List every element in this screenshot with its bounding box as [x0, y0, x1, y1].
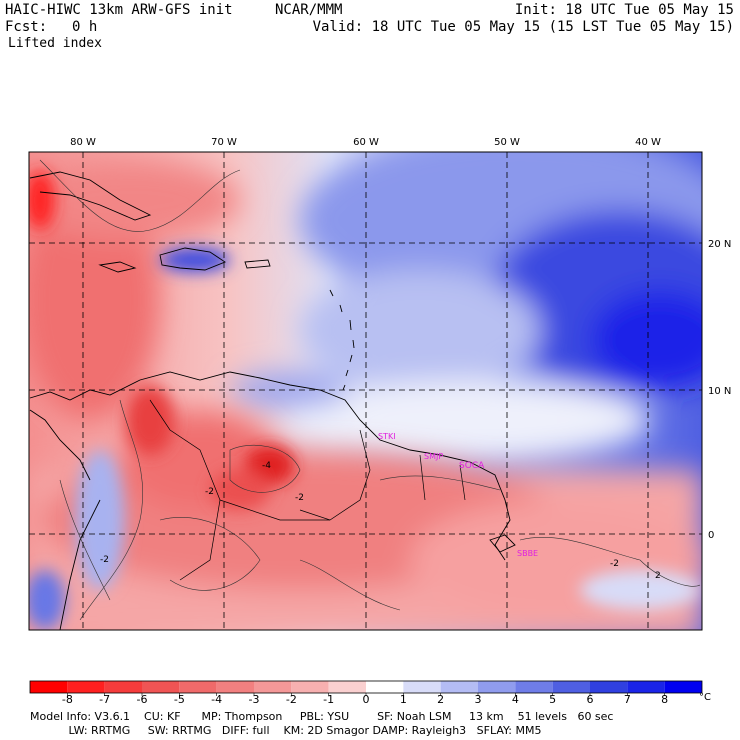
lat-label-0: 0: [708, 530, 714, 541]
colorbar-tick-label: 1: [399, 693, 407, 706]
contour-label: -2: [205, 487, 214, 497]
field-name: Lifted index: [8, 36, 102, 51]
contour-label: 2: [655, 571, 661, 581]
station-stki: STKI: [378, 432, 396, 441]
colorbar-swatch: [30, 681, 68, 693]
colorbar-swatch: [515, 681, 553, 693]
colorbar-tick-label: 3: [474, 693, 482, 706]
colorbar-tick-label: -2: [285, 693, 297, 706]
colorbar-tick-label: -1: [323, 693, 335, 706]
colorbar-swatch: [552, 681, 590, 693]
colorbar-swatch: [478, 681, 516, 693]
contour-label: -2: [100, 555, 109, 565]
colorbar-swatch: [328, 681, 366, 693]
model-title: HAIC-HIWC 13km ARW-GFS init: [5, 2, 233, 18]
colorbar: [29, 680, 703, 696]
model-info-line1: Model Info: V3.6.1 CU: KF MP: Thompson P…: [30, 710, 614, 723]
lat-label-10n: 10 N: [708, 386, 731, 397]
contour-labels: -2 -2 -2 -2 2 -4: [100, 461, 661, 581]
contour-label: -2: [295, 493, 304, 503]
init-time: Init: 18 UTC Tue 05 May 15: [514, 2, 734, 18]
colorbar-tick-label: -3: [248, 693, 260, 706]
station-sbbe: SBBE: [517, 549, 538, 558]
station-labels: STKI SMJP SOCA SBBE: [378, 432, 538, 558]
station-soca: SOCA: [459, 461, 485, 471]
model-info-line2: LW: RRTMG SW: RRTMG DIFF: full KM: 2D Sm…: [30, 724, 542, 737]
colorbar-swatch: [142, 681, 180, 693]
colorbar-tick-label: 2: [437, 693, 445, 706]
contour-label: -2: [610, 559, 619, 569]
contour-label: -4: [262, 461, 271, 471]
map-frame: [28, 151, 703, 631]
colorbar-swatch: [590, 681, 628, 693]
lat-label-20n: 20 N: [708, 239, 731, 250]
graticule: [29, 152, 702, 630]
colorbar-swatch: [664, 681, 702, 693]
lon-label-40w: 40 W: [635, 137, 661, 148]
lon-label-80w: 80 W: [70, 137, 96, 148]
lon-label-70w: 70 W: [211, 137, 237, 148]
colorbar-swatch: [216, 681, 254, 693]
colorbar-tick-label: 4: [511, 693, 519, 706]
forecast-label: Fcst:: [5, 19, 48, 35]
colorbar-unit: °C: [699, 692, 711, 703]
colorbar-tick-label: 8: [661, 693, 669, 706]
station-smjp: SMJP: [424, 452, 443, 461]
colorbar-tick-label: -7: [99, 693, 111, 706]
colorbar-swatch: [67, 681, 105, 693]
valid-time: Valid: 18 UTC Tue 05 May 15 (15 LST Tue …: [312, 19, 734, 35]
colorbar-tick-label: 6: [586, 693, 594, 706]
colorbar-swatch: [403, 681, 441, 693]
colorbar-tick-label: -4: [211, 693, 223, 706]
colorbar-tick-label: 5: [549, 693, 557, 706]
lon-label-50w: 50 W: [494, 137, 520, 148]
colorbar-tick-label: -5: [173, 693, 185, 706]
colorbar-swatch: [440, 681, 478, 693]
latitude-labels: 20 N 10 N 0: [708, 239, 731, 541]
colorbar-swatch: [179, 681, 217, 693]
colorbar-tick-label: -6: [136, 693, 148, 706]
colorbar-swatch: [627, 681, 665, 693]
lon-label-60w: 60 W: [353, 137, 379, 148]
shaded-field: [29, 152, 702, 630]
colorbar-swatch: [366, 681, 404, 693]
contours: [39, 159, 701, 621]
forecast-hour: 0 h: [72, 19, 98, 35]
agency-label: NCAR/MMM: [275, 2, 343, 18]
colorbar-swatch: [254, 681, 292, 693]
longitude-labels: 80 W 70 W 60 W 50 W 40 W: [70, 137, 661, 148]
colorbar-tick-label: 7: [623, 693, 631, 706]
colorbar-tick-label: -8: [61, 693, 73, 706]
colorbar-tick-label: 0: [362, 693, 370, 706]
colorbar-swatch: [291, 681, 329, 693]
colorbar-swatch: [104, 681, 142, 693]
